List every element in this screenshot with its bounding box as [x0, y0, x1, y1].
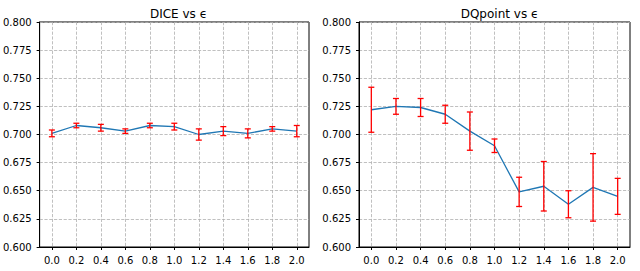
- svg-text:0.4: 0.4: [413, 255, 429, 266]
- svg-text:0.6: 0.6: [117, 255, 133, 266]
- svg-text:0.600: 0.600: [322, 242, 351, 253]
- svg-text:1.2: 1.2: [191, 255, 207, 266]
- svg-text:0.725: 0.725: [322, 101, 351, 112]
- svg-text:0.0: 0.0: [363, 255, 379, 266]
- svg-text:0.600: 0.600: [3, 242, 32, 253]
- svg-text:0.700: 0.700: [322, 129, 351, 140]
- svg-text:0.800: 0.800: [322, 17, 351, 28]
- svg-text:0.6: 0.6: [437, 255, 453, 266]
- svg-text:1.0: 1.0: [166, 255, 182, 266]
- svg-text:DQpoint vs ϵ: DQpoint vs ϵ: [461, 7, 539, 21]
- svg-text:0.775: 0.775: [322, 45, 351, 56]
- svg-text:0.2: 0.2: [68, 255, 84, 266]
- svg-text:0.775: 0.775: [3, 45, 32, 56]
- svg-text:1.6: 1.6: [560, 255, 576, 266]
- svg-text:0.650: 0.650: [3, 185, 32, 196]
- svg-text:0.650: 0.650: [322, 185, 351, 196]
- svg-text:DICE vs ϵ: DICE vs ϵ: [150, 7, 207, 21]
- svg-text:0.800: 0.800: [3, 17, 32, 28]
- svg-text:1.0: 1.0: [487, 255, 503, 266]
- svg-text:0.700: 0.700: [3, 129, 32, 140]
- svg-text:0.4: 0.4: [93, 255, 109, 266]
- svg-text:2.0: 2.0: [289, 255, 305, 266]
- svg-text:0.8: 0.8: [142, 255, 158, 266]
- svg-text:1.2: 1.2: [511, 255, 527, 266]
- svg-text:0.725: 0.725: [3, 101, 32, 112]
- svg-text:1.4: 1.4: [536, 255, 552, 266]
- svg-text:1.6: 1.6: [240, 255, 256, 266]
- svg-text:0.625: 0.625: [322, 213, 351, 224]
- svg-text:0.750: 0.750: [322, 73, 351, 84]
- svg-text:1.4: 1.4: [215, 255, 231, 266]
- svg-text:0.0: 0.0: [44, 255, 60, 266]
- svg-text:0.625: 0.625: [3, 213, 32, 224]
- svg-text:0.750: 0.750: [3, 73, 32, 84]
- svg-text:0.675: 0.675: [3, 157, 32, 168]
- svg-text:1.8: 1.8: [264, 255, 280, 266]
- svg-text:0.675: 0.675: [322, 157, 351, 168]
- svg-text:0.8: 0.8: [462, 255, 478, 266]
- svg-text:1.8: 1.8: [585, 255, 601, 266]
- svg-text:0.2: 0.2: [388, 255, 404, 266]
- svg-text:2.0: 2.0: [610, 255, 626, 266]
